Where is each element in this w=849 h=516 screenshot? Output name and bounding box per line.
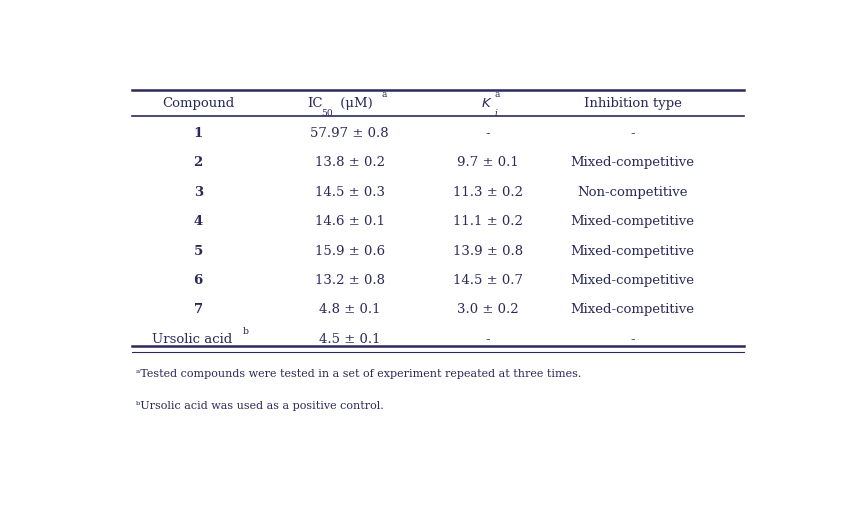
- Text: Ursolic acid: Ursolic acid: [151, 333, 232, 346]
- Text: 14.5 ± 0.3: 14.5 ± 0.3: [315, 186, 385, 199]
- Text: 2: 2: [194, 156, 203, 169]
- Text: 3.0 ± 0.2: 3.0 ± 0.2: [457, 303, 519, 316]
- Text: (μM): (μM): [336, 97, 374, 110]
- Text: -: -: [630, 333, 635, 346]
- Text: 11.1 ± 0.2: 11.1 ± 0.2: [453, 215, 523, 228]
- Text: i: i: [494, 109, 498, 118]
- Text: 13.9 ± 0.8: 13.9 ± 0.8: [453, 245, 523, 257]
- Text: 4.5 ± 0.1: 4.5 ± 0.1: [319, 333, 380, 346]
- Text: Non-competitive: Non-competitive: [577, 186, 688, 199]
- Text: a: a: [494, 90, 500, 99]
- Text: 13.2 ± 0.8: 13.2 ± 0.8: [315, 274, 385, 287]
- Text: -: -: [630, 127, 635, 140]
- Text: 3: 3: [194, 186, 203, 199]
- Text: 9.7 ± 0.1: 9.7 ± 0.1: [457, 156, 519, 169]
- Text: ᵃTested compounds were tested in a set of experiment repeated at three times.: ᵃTested compounds were tested in a set o…: [136, 369, 581, 379]
- Text: -: -: [486, 127, 490, 140]
- Text: Mixed-competitive: Mixed-competitive: [571, 303, 694, 316]
- Text: ᵇUrsolic acid was used as a positive control.: ᵇUrsolic acid was used as a positive con…: [136, 400, 384, 411]
- Text: a: a: [381, 90, 386, 99]
- Text: 5: 5: [194, 245, 203, 257]
- Text: Mixed-competitive: Mixed-competitive: [571, 245, 694, 257]
- Text: 14.6 ± 0.1: 14.6 ± 0.1: [315, 215, 385, 228]
- Text: 4: 4: [194, 215, 203, 228]
- Text: 50: 50: [321, 109, 333, 118]
- Text: -: -: [486, 333, 490, 346]
- Text: 14.5 ± 0.7: 14.5 ± 0.7: [453, 274, 523, 287]
- Text: Mixed-competitive: Mixed-competitive: [571, 215, 694, 228]
- Text: 11.3 ± 0.2: 11.3 ± 0.2: [453, 186, 523, 199]
- Text: IC: IC: [306, 97, 323, 110]
- Text: $\mathit{K}$: $\mathit{K}$: [481, 97, 492, 110]
- Text: Mixed-competitive: Mixed-competitive: [571, 274, 694, 287]
- Text: 13.8 ± 0.2: 13.8 ± 0.2: [315, 156, 385, 169]
- Text: 57.97 ± 0.8: 57.97 ± 0.8: [310, 127, 389, 140]
- Text: 1: 1: [194, 127, 203, 140]
- Text: Mixed-competitive: Mixed-competitive: [571, 156, 694, 169]
- Text: Compound: Compound: [162, 97, 234, 110]
- Text: 15.9 ± 0.6: 15.9 ± 0.6: [314, 245, 385, 257]
- Text: b: b: [243, 327, 249, 336]
- Text: 6: 6: [194, 274, 203, 287]
- Text: 7: 7: [194, 303, 203, 316]
- Text: 4.8 ± 0.1: 4.8 ± 0.1: [319, 303, 380, 316]
- Text: Inhibition type: Inhibition type: [583, 97, 682, 110]
